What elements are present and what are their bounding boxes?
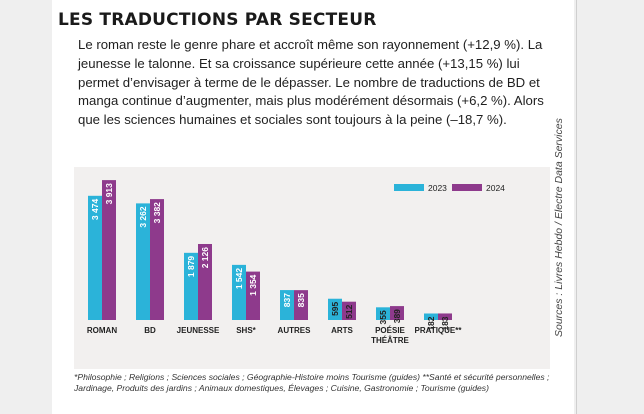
category-label-4: AUTRES — [278, 326, 312, 335]
bar-2024-1 — [150, 199, 164, 320]
data-label-2024-7: 183 — [440, 316, 450, 330]
data-label-2024-0: 3 913 — [104, 183, 114, 205]
data-label-2023-1: 3 262 — [138, 206, 148, 228]
category-label-7: PRATIQUE** — [415, 326, 463, 335]
bar-2024-0 — [102, 180, 116, 320]
bar-2023-7 — [424, 313, 438, 320]
bar-2023-2 — [184, 252, 198, 320]
category-label-5: ARTS — [331, 326, 353, 335]
bar-2023-3 — [232, 264, 246, 320]
bar-2023-5 — [328, 298, 342, 320]
data-label-2023-5: 595 — [330, 301, 340, 315]
bar-2024-2 — [198, 243, 212, 320]
data-label-2023-3: 1 542 — [234, 268, 244, 290]
data-label-2023-7: 182 — [426, 316, 436, 330]
category-label-1: BD — [144, 326, 156, 335]
category-label-6-1: THÉÂTRE — [371, 336, 409, 345]
bar-2023-6 — [376, 307, 390, 320]
category-label-6-0: POÉSIE — [375, 326, 405, 335]
bar-2024-6 — [390, 306, 404, 320]
data-label-2024-3: 1 354 — [248, 274, 258, 296]
data-label-2023-6: 355 — [378, 310, 388, 324]
intro-paragraph: Le roman reste le genre phare et accroît… — [78, 37, 544, 128]
category-label-0: ROMAN — [87, 326, 117, 335]
category-label-2: JEUNESSE — [177, 326, 220, 335]
chart-footnote: *Philosophie ; Religions ; Sciences soci… — [74, 372, 550, 393]
data-label-2024-5: 512 — [344, 304, 354, 318]
bar-2024-4 — [294, 290, 308, 320]
page-divider — [576, 0, 577, 414]
bar-2023-4 — [280, 290, 294, 320]
data-label-2023-0: 3 474 — [90, 199, 100, 221]
article-page: LES TRADUCTIONS PAR SECTEUR Le roman res… — [52, 0, 574, 414]
bar-2023-0 — [88, 195, 102, 320]
bar-chart: 2023 2024 3 474 3 913 ROMAN 3 262 3 382 BD 1 879… — [87, 180, 505, 345]
legend-label-2024: 2024 — [486, 183, 505, 193]
bar-2024-7 — [438, 313, 452, 320]
source-credit: Sources : Livres Hebdo / Electre Data Se… — [553, 118, 565, 337]
data-label-2024-6: 389 — [392, 309, 402, 323]
bar-2024-5 — [342, 301, 356, 320]
data-label-2023-2: 1 879 — [186, 256, 196, 278]
bar-2023-1 — [136, 203, 150, 320]
bar-2024-3 — [246, 271, 260, 320]
data-label-2024-4: 835 — [296, 293, 306, 307]
category-label-3: SHS* — [236, 326, 256, 335]
data-label-2023-4: 837 — [282, 293, 292, 307]
section-heading: LES TRADUCTIONS PAR SECTEUR — [58, 10, 377, 30]
legend-label-2023: 2023 — [428, 183, 447, 193]
chart-panel: 2023 2024 3 474 3 913 ROMAN 3 262 3 382 BD 1 879… — [74, 167, 550, 369]
legend-swatch-2024 — [452, 184, 482, 191]
data-label-2024-2: 2 126 — [200, 247, 210, 269]
legend-swatch-2023 — [394, 184, 424, 191]
data-label-2024-1: 3 382 — [152, 202, 162, 224]
